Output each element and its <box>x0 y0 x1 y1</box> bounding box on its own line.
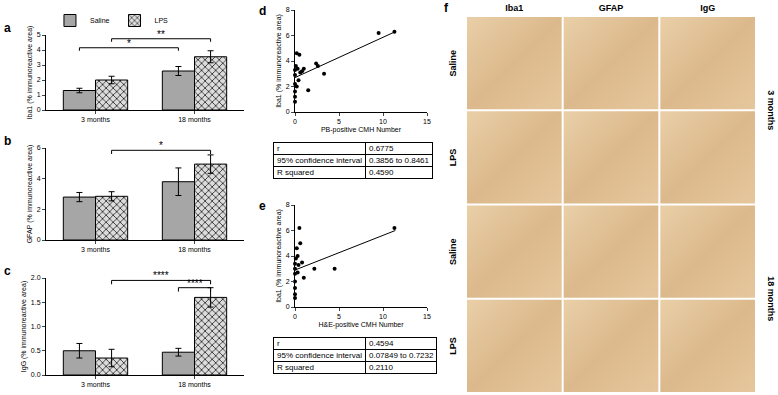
html-text:95% confidence interval: 95% confidence interval <box>277 156 362 165</box>
svg-text:****: **** <box>187 278 203 289</box>
svg-text:IgG: IgG <box>700 3 715 13</box>
svg-text:*: * <box>127 38 131 49</box>
svg-text:0: 0 <box>286 108 290 115</box>
svg-text:Saline: Saline <box>448 50 458 77</box>
svg-text:4: 4 <box>37 46 41 53</box>
html-text:R squared: R squared <box>277 168 314 177</box>
svg-text:0: 0 <box>37 106 41 113</box>
html-text:0.2110: 0.2110 <box>369 363 393 372</box>
svg-text:LPS: LPS <box>448 149 458 167</box>
svg-text:3 months: 3 months <box>81 381 110 388</box>
svg-text:18 months: 18 months <box>178 116 211 123</box>
svg-text:0: 0 <box>293 118 297 125</box>
svg-text:H&E-positive CMH Number: H&E-positive CMH Number <box>318 321 404 329</box>
svg-text:**: ** <box>157 29 165 40</box>
html-text:0.4594: 0.4594 <box>369 339 394 348</box>
svg-text:LPS: LPS <box>155 17 169 24</box>
html-text:0.6775: 0.6775 <box>369 144 394 153</box>
svg-text:Iba1 (% immunoreactive area): Iba1 (% immunoreactive area) <box>26 26 34 120</box>
svg-text:8: 8 <box>286 6 290 13</box>
svg-text:6: 6 <box>37 144 41 151</box>
svg-text:*: * <box>159 140 163 151</box>
svg-text:0: 0 <box>293 313 297 320</box>
svg-text:GFAP: GFAP <box>599 3 624 13</box>
svg-text:f: f <box>444 1 449 15</box>
html-text:0.07849 to 0.7232: 0.07849 to 0.7232 <box>369 351 434 360</box>
html-text:0.4590: 0.4590 <box>369 168 394 177</box>
html-text:0.3856 to 0.8461: 0.3856 to 0.8461 <box>369 156 429 165</box>
svg-text:LPS: LPS <box>448 337 458 355</box>
svg-text:PB-positive CMH Number: PB-positive CMH Number <box>321 126 402 134</box>
svg-text:a: a <box>4 21 11 35</box>
svg-text:d: d <box>259 4 266 18</box>
svg-text:0.5: 0.5 <box>31 347 41 354</box>
svg-text:c: c <box>4 264 11 278</box>
svg-text:Saline: Saline <box>90 17 110 24</box>
svg-text:IgG (% immunoreactive area): IgG (% immunoreactive area) <box>20 281 28 372</box>
svg-text:Iba1: Iba1 <box>505 3 523 13</box>
svg-text:1: 1 <box>37 91 41 98</box>
svg-text:b: b <box>4 134 11 148</box>
svg-text:Iba1 (% immunoreactive area): Iba1 (% immunoreactive area) <box>275 14 283 108</box>
html-text:r: r <box>277 339 280 348</box>
svg-text:3 months: 3 months <box>766 90 776 130</box>
svg-text:18 months: 18 months <box>178 381 211 388</box>
svg-text:e: e <box>259 199 266 213</box>
svg-text:Iba1 (% immunoreactive area): Iba1 (% immunoreactive area) <box>275 209 283 303</box>
svg-text:18 months: 18 months <box>178 246 211 253</box>
svg-text:8: 8 <box>286 201 290 208</box>
svg-text:4: 4 <box>286 57 290 64</box>
svg-text:6: 6 <box>286 227 290 234</box>
svg-text:3 months: 3 months <box>81 246 110 253</box>
svg-text:1.5: 1.5 <box>31 299 41 306</box>
svg-text:18 months: 18 months <box>766 276 776 321</box>
svg-text:0.0: 0.0 <box>31 371 41 378</box>
svg-text:Saline: Saline <box>448 238 458 265</box>
svg-text:2: 2 <box>286 83 290 90</box>
svg-text:10: 10 <box>379 118 387 125</box>
svg-text:10: 10 <box>379 313 387 320</box>
svg-text:GFAP (% immunoreactive area): GFAP (% immunoreactive area) <box>26 145 34 244</box>
svg-text:2: 2 <box>286 278 290 285</box>
svg-text:0: 0 <box>37 236 41 243</box>
html-text:r: r <box>277 144 280 153</box>
svg-text:2: 2 <box>37 206 41 213</box>
svg-text:3: 3 <box>37 61 41 68</box>
html-text:R squared: R squared <box>277 363 314 372</box>
svg-text:15: 15 <box>423 313 431 320</box>
svg-text:5: 5 <box>337 118 341 125</box>
svg-text:4: 4 <box>37 175 41 182</box>
svg-text:1.0: 1.0 <box>31 323 41 330</box>
svg-text:3 months: 3 months <box>81 116 110 123</box>
svg-text:2.0: 2.0 <box>31 274 41 281</box>
svg-text:5: 5 <box>37 31 41 38</box>
svg-text:15: 15 <box>423 118 431 125</box>
svg-text:****: **** <box>153 270 169 281</box>
svg-text:5: 5 <box>337 313 341 320</box>
svg-text:2: 2 <box>37 76 41 83</box>
svg-text:0: 0 <box>286 303 290 310</box>
svg-text:4: 4 <box>286 252 290 259</box>
html-text:95% confidence interval: 95% confidence interval <box>277 351 362 360</box>
svg-text:6: 6 <box>286 32 290 39</box>
